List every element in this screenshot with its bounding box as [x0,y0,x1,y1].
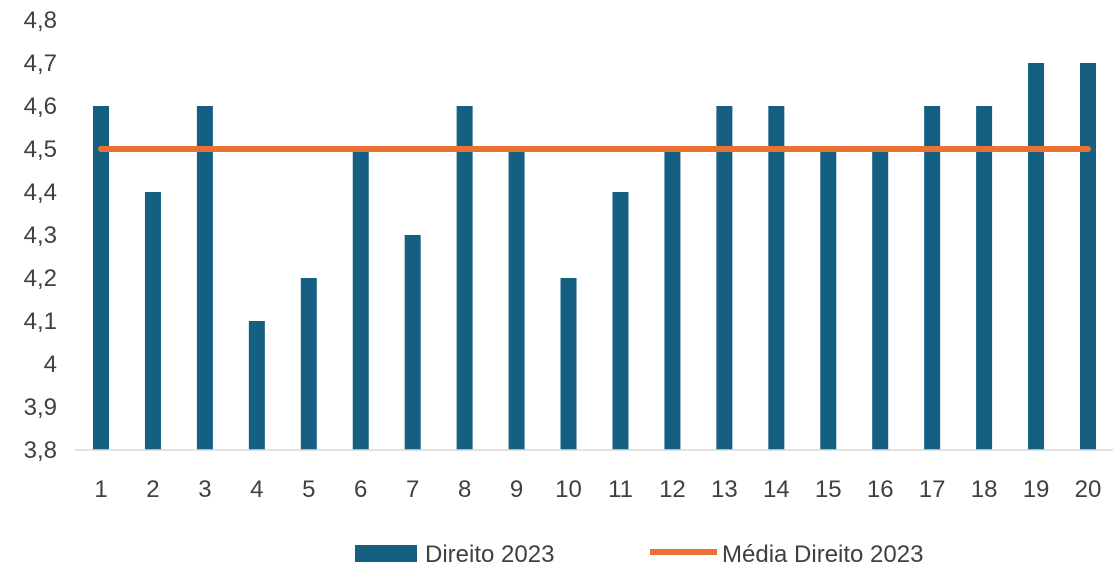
legend-swatch-direito-2023 [355,545,417,562]
bar-2 [144,192,161,450]
y-tick-label: 4,4 [24,179,57,206]
bar-14 [768,106,785,450]
x-tick-label: 1 [94,476,107,503]
x-tick-label: 16 [867,476,894,503]
bar-3 [196,106,213,450]
x-tick-label: 14 [763,476,790,503]
x-tick-label: 18 [971,476,998,503]
y-tick-label: 4,3 [24,222,57,249]
legend-label-direito-2023: Direito 2023 [425,541,554,567]
bar-16 [872,149,889,450]
x-tick-label: 7 [406,476,419,503]
y-tick-label: 4,6 [24,93,57,120]
x-tick-label: 5 [302,476,315,503]
bar-7 [404,235,421,450]
x-tick-label: 20 [1075,476,1102,503]
legend: Direito 2023 Média Direito 2023 [355,541,923,567]
bar-10 [560,278,577,450]
bar-9 [508,149,525,450]
bars [93,63,1096,450]
bar-12 [664,149,681,450]
y-tick-label: 4,8 [24,7,57,34]
x-tick-label: 11 [608,476,633,503]
bar-5 [300,278,317,450]
bar-11 [612,192,629,450]
x-tick-label: 19 [1023,476,1050,503]
bar-1 [93,106,109,450]
x-tick-label: 3 [198,476,211,503]
x-tick-label: 13 [711,476,738,503]
bar-4 [248,321,265,450]
x-tick-label: 2 [146,476,159,503]
x-tick-label: 6 [354,476,367,503]
bar-6 [352,149,369,450]
bar-8 [456,106,473,450]
x-tick-label: 15 [815,476,842,503]
bar-15 [820,149,837,450]
x-axis: 1 2 3 4 5 6 7 8 9 10 11 12 13 14 15 16 17 18 19 20 [94,476,1101,503]
y-tick-label: 4,2 [24,265,57,292]
bar-13 [716,106,733,450]
x-tick-label: 8 [458,476,471,503]
y-tick-label: 3,8 [24,437,57,464]
x-tick-label: 17 [919,476,946,503]
legend-label-media-direito-2023: Média Direito 2023 [722,541,923,567]
x-tick-label: 4 [250,476,263,503]
bar-20 [1080,63,1096,450]
y-axis: 3,8 3,9 4 4,1 4,2 4,3 4,4 4,5 4,6 4,7 4,8 [24,7,57,464]
bar-19 [1028,63,1045,450]
y-tick-label: 3,9 [24,394,57,421]
x-tick-label: 10 [555,476,582,503]
bar-17 [924,106,941,450]
bar-18 [976,106,993,450]
y-tick-label: 4 [44,351,57,378]
y-tick-label: 4,1 [24,308,57,335]
y-tick-label: 4,7 [24,50,57,77]
x-tick-label: 9 [510,476,523,503]
y-tick-label: 4,5 [24,136,57,163]
x-tick-label: 12 [659,476,686,503]
